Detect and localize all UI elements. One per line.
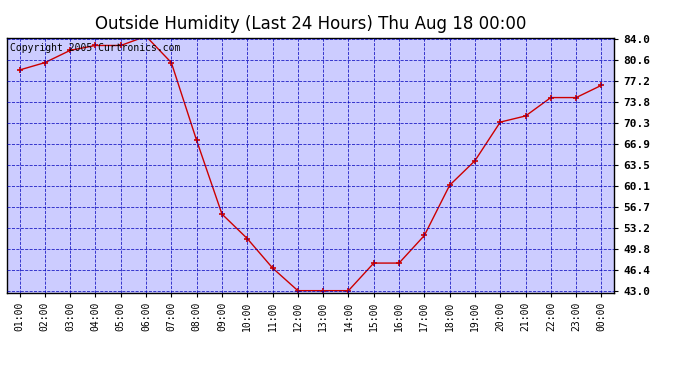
Text: Copyright 2005 Curtronics.com: Copyright 2005 Curtronics.com: [10, 43, 180, 52]
Text: Outside Humidity (Last 24 Hours) Thu Aug 18 00:00: Outside Humidity (Last 24 Hours) Thu Aug…: [95, 15, 526, 33]
